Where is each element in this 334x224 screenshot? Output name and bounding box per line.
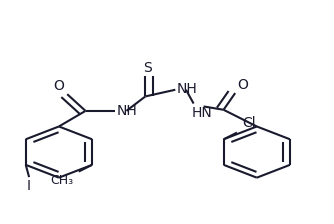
Text: O: O (237, 78, 248, 92)
Text: O: O (53, 79, 64, 93)
Text: HN: HN (192, 106, 213, 121)
Text: CH₃: CH₃ (51, 174, 74, 187)
Text: Cl: Cl (242, 116, 256, 130)
Text: NH: NH (117, 104, 138, 118)
Text: S: S (143, 61, 151, 75)
Text: I: I (27, 179, 31, 193)
Text: NH: NH (177, 82, 198, 96)
